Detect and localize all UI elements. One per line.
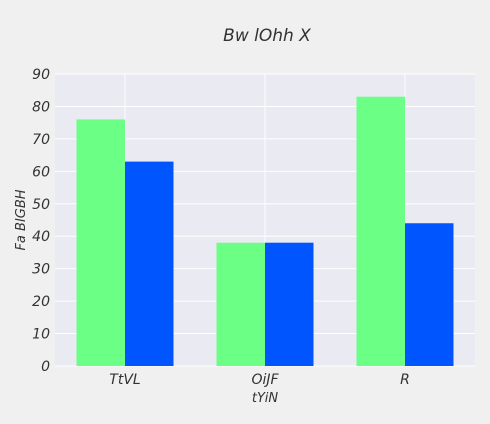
y-tick-label: 70 [32,132,50,148]
bar-OiJF-series-1 [216,242,265,366]
x-axis-ticks: TtVL OiJF R [109,372,410,388]
chart-title: Bw lOhh X [223,26,311,46]
y-tick-label: 60 [32,164,50,180]
bar-TtVL-series-1 [76,119,125,366]
y-axis-label: Fa BIGBH [14,189,29,250]
y-tick-label: 30 [32,262,50,278]
y-tick-label: 50 [32,197,50,213]
y-axis-ticks: 0 10 20 30 40 50 60 70 80 90 [32,67,50,375]
bar-TtVL-series-2 [125,161,174,366]
y-tick-label: 0 [41,359,50,375]
bar-OiJF-series-2 [265,242,314,366]
y-tick-label: 40 [32,229,50,245]
y-tick-label: 80 [32,99,50,115]
bar-R-series-2 [405,223,454,366]
x-tick-label: R [400,372,410,388]
y-tick-label: 90 [32,67,50,83]
x-axis-label: tYiN [252,391,278,406]
bar-R-series-1 [356,96,405,366]
x-tick-label: TtVL [109,372,140,388]
bars [76,96,454,366]
y-tick-label: 20 [32,294,50,310]
x-tick-label: OiJF [251,372,279,388]
y-tick-label: 10 [32,327,50,343]
